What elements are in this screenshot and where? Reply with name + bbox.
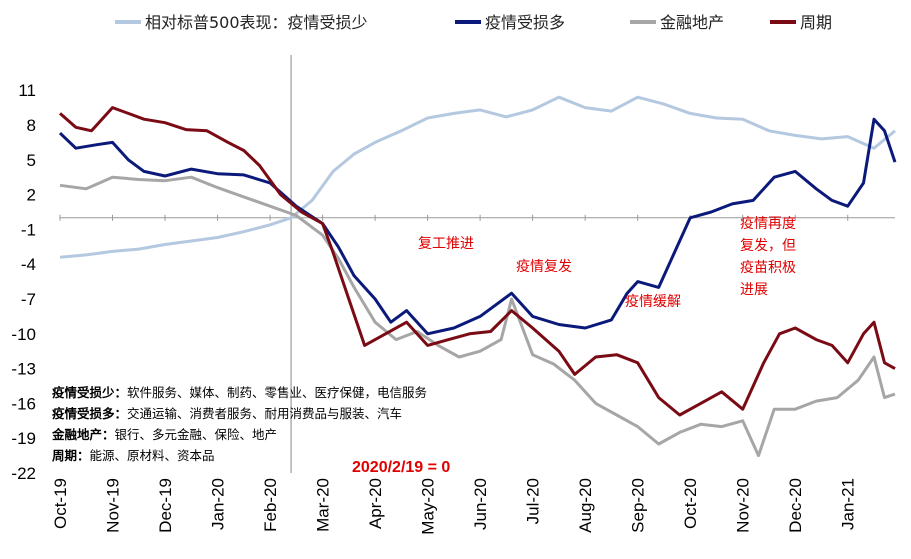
y-tick-label-11: -22 (11, 464, 36, 483)
x-tick-label-9: Jul-20 (524, 478, 543, 524)
y-tick-label-0: 11 (18, 81, 36, 100)
series-group (58, 95, 897, 458)
x-tick-label-10: Aug-20 (576, 478, 595, 533)
x-tick-label-7: May-20 (419, 478, 438, 535)
y-axis: 11 8 5 2 -1 -4 -7 -10 -13 -16 -19 -22 (11, 81, 36, 483)
y-tick-label-5: -4 (21, 255, 36, 274)
note-more-damaged-text: 交通运输、消费者服务、耐用消费品与服装、汽车 (127, 406, 402, 421)
annotation-vaccine-line-3: 疫苗积极 (740, 260, 796, 276)
note-less-damaged-label: 疫情受损少： (52, 385, 127, 400)
legend: 相对标普500表现：疫情受损少 疫情受损多 金融地产 周期 (115, 13, 832, 32)
series-line-3 (59, 106, 896, 417)
series-line-0 (59, 95, 896, 259)
y-tick-label-7: -10 (11, 325, 36, 344)
note-cyclicals-text: 能源、原材料、资本品 (90, 448, 215, 463)
annotation-vaccine-line-1: 疫情再度 (740, 216, 796, 232)
y-tick-label-6: -7 (21, 290, 36, 309)
x-tick-label-3: Jan-20 (209, 478, 228, 530)
zero-date-note: 2020/2/19 = 0 (352, 459, 450, 476)
x-tick-label-13: Nov-20 (734, 478, 753, 533)
x-tick-label-8: Jun-20 (471, 478, 490, 530)
note-more-damaged-label: 疫情受损多： (52, 406, 127, 421)
annotation-resume-work: 复工推进 (418, 235, 474, 252)
annotation-vaccine-line-2: 复发，但 (740, 237, 796, 254)
legend-label-0: 相对标普500表现：疫情受损少 (145, 13, 368, 32)
y-tick-label-10: -19 (11, 429, 36, 448)
note-more-damaged: 疫情受损多：交通运输、消费者服务、耐用消费品与服装、汽车 (52, 406, 402, 421)
note-less-damaged: 疫情受损少：软件服务、媒体、制药、零售业、医疗保健，电信服务 (52, 385, 427, 400)
legend-label-1: 疫情受损多 (485, 13, 565, 32)
y-tick-label-4: -1 (21, 220, 36, 239)
x-tick-label-6: Apr-20 (366, 478, 385, 529)
x-tick-label-2: Dec-19 (156, 478, 175, 533)
y-tick-label-2: 5 (27, 151, 36, 170)
x-tick-label-12: Oct-20 (681, 478, 700, 529)
x-axis: Oct-19 Nov-19 Dec-19 Jan-20 Feb-20 Mar-20 Apr-… (51, 214, 858, 535)
x-tick-label-15: Jan-21 (839, 478, 858, 530)
x-tick-label-11: Sep-20 (629, 478, 648, 533)
x-tick-label-0: Oct-19 (51, 478, 70, 529)
y-tick-label-1: 8 (27, 116, 36, 135)
x-tick-label-5: Mar-20 (314, 478, 333, 532)
legend-label-2: 金融地产 (660, 13, 724, 32)
y-tick-label-3: 2 (27, 186, 36, 205)
note-financials: 金融地产：银行、多元金融、保险、地产 (51, 427, 277, 442)
note-cyclicals-label: 周期： (52, 448, 90, 463)
x-tick-label-14: Dec-20 (786, 478, 805, 533)
y-tick-label-9: -16 (11, 394, 36, 413)
annotation-relapse: 疫情复发 (516, 258, 572, 275)
note-less-damaged-text: 软件服务、媒体、制药、零售业、医疗保健，电信服务 (127, 385, 427, 400)
series-line-1 (58, 117, 897, 336)
note-financials-text: 银行、多元金融、保险、地产 (115, 427, 278, 442)
x-tick-label-4: Feb-20 (261, 478, 280, 532)
y-tick-label-8: -13 (11, 360, 36, 379)
note-cyclicals: 周期：能源、原材料、资本品 (52, 448, 215, 463)
note-financials-label: 金融地产： (51, 427, 115, 442)
x-tick-label-1: Nov-19 (104, 478, 123, 533)
legend-label-3: 周期 (800, 13, 832, 32)
annotation-vaccine-line-4: 进展 (740, 282, 768, 298)
series-line-2 (59, 175, 896, 458)
annotation-easing: 疫情缓解 (625, 294, 681, 310)
